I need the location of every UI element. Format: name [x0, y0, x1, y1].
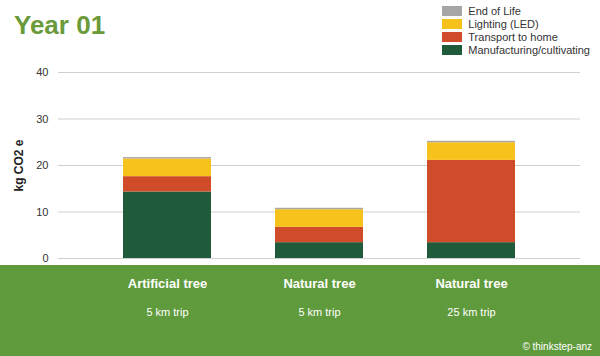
svg-text:40: 40 [36, 66, 48, 78]
html-text:© thinkstep-anz: © thinkstep-anz [522, 341, 592, 352]
svg-text:0: 0 [42, 252, 48, 264]
svg-text:Artificial tree: Artificial tree [128, 276, 207, 291]
html-text:Lighting (LED): Lighting (LED) [468, 17, 539, 30]
svg-text:5 km trip: 5 km trip [146, 306, 188, 318]
html-text:End of Life: End of Life [468, 4, 521, 17]
svg-text:Natural tree: Natural tree [283, 276, 355, 291]
svg-text:10: 10 [36, 206, 48, 218]
html-text:Transport to home: Transport to home [468, 30, 558, 43]
svg-text:Natural tree: Natural tree [435, 276, 507, 291]
svg-text:30: 30 [36, 113, 48, 125]
svg-text:20: 20 [36, 159, 48, 171]
svg-text:kg CO2 e: kg CO2 e [12, 139, 26, 191]
html-text:Manufacturing/cultivating: Manufacturing/cultivating [468, 43, 590, 56]
html-text:Year 01: Year 01 [14, 10, 106, 40]
svg-text:25 km trip: 25 km trip [447, 306, 495, 318]
svg-text:5 km trip: 5 km trip [298, 306, 340, 318]
